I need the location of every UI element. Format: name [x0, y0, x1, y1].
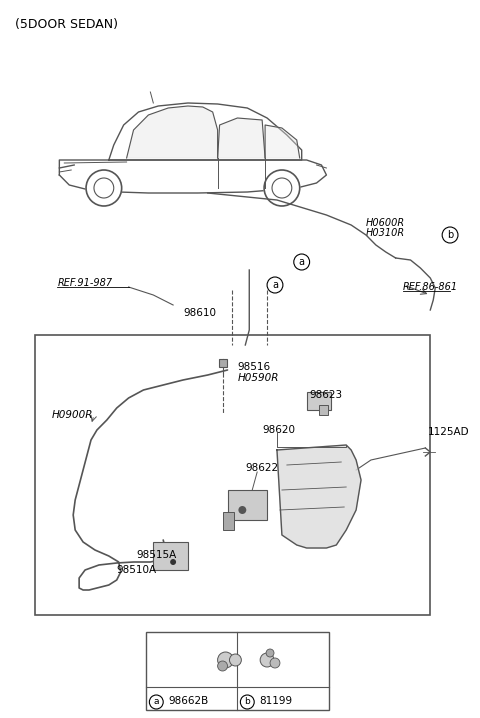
Text: a: a — [272, 280, 278, 290]
Circle shape — [170, 559, 176, 565]
Circle shape — [239, 506, 246, 514]
Circle shape — [217, 661, 228, 671]
Polygon shape — [277, 445, 361, 548]
Text: 81199: 81199 — [259, 696, 292, 706]
Circle shape — [264, 170, 300, 206]
Circle shape — [266, 649, 274, 657]
Text: H0310R: H0310R — [366, 228, 405, 238]
Text: REF.86-861: REF.86-861 — [403, 282, 458, 292]
Text: 98662B: 98662B — [168, 696, 208, 706]
Text: H0590R: H0590R — [238, 373, 279, 383]
Polygon shape — [127, 106, 217, 158]
Text: H0900R: H0900R — [51, 410, 93, 420]
Text: (5DOOR SEDAN): (5DOOR SEDAN) — [15, 18, 118, 31]
Text: 98610: 98610 — [183, 308, 216, 318]
Text: 98516: 98516 — [238, 362, 271, 372]
Text: b: b — [244, 697, 250, 707]
Polygon shape — [60, 160, 326, 193]
Text: 98620: 98620 — [262, 425, 295, 435]
Text: 98623: 98623 — [310, 390, 343, 400]
Text: 98622: 98622 — [245, 463, 278, 473]
Text: H0600R: H0600R — [366, 218, 405, 228]
Text: a: a — [154, 697, 159, 707]
Circle shape — [86, 170, 121, 206]
Bar — [307, 392, 331, 410]
Circle shape — [229, 654, 241, 666]
Bar — [319, 405, 328, 415]
Polygon shape — [109, 103, 302, 160]
Circle shape — [217, 652, 233, 668]
Circle shape — [260, 653, 274, 667]
Bar — [228, 490, 267, 520]
Text: 98515A: 98515A — [136, 550, 177, 560]
Bar — [153, 542, 188, 570]
Bar — [35, 335, 430, 615]
Bar — [218, 359, 227, 367]
Polygon shape — [217, 118, 265, 158]
Bar — [146, 632, 329, 710]
Polygon shape — [265, 125, 300, 158]
Circle shape — [270, 658, 280, 668]
Bar — [223, 512, 234, 530]
Text: a: a — [299, 257, 305, 267]
Text: 1125AD: 1125AD — [428, 427, 470, 437]
Text: 98510A: 98510A — [117, 565, 157, 575]
Text: REF.91-987: REF.91-987 — [58, 278, 112, 288]
Text: b: b — [447, 230, 453, 240]
